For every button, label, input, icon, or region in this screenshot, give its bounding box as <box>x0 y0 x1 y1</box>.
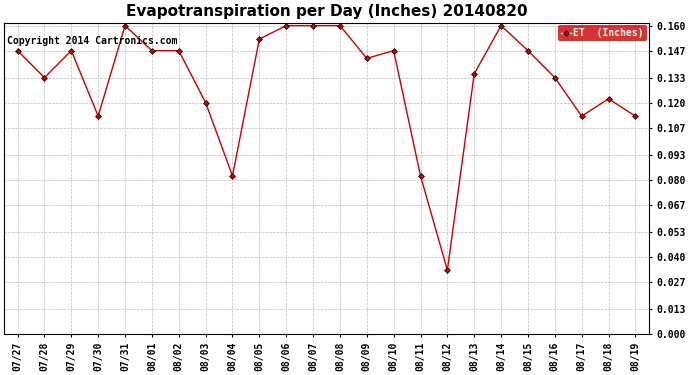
ET  (Inches) <box>14 48 22 53</box>
ET  (Inches) <box>309 23 317 28</box>
ET  (Inches) <box>228 174 237 178</box>
ET  (Inches) <box>389 48 397 53</box>
ET  (Inches) <box>604 97 613 101</box>
Text: Copyright 2014 Cartronics.com: Copyright 2014 Cartronics.com <box>8 36 178 46</box>
ET  (Inches) <box>578 114 586 118</box>
ET  (Inches) <box>255 37 264 41</box>
ET  (Inches) <box>631 114 640 118</box>
ET  (Inches) <box>551 75 559 80</box>
ET  (Inches) <box>363 56 371 61</box>
ET  (Inches) <box>121 23 129 28</box>
ET  (Inches) <box>94 114 102 118</box>
ET  (Inches) <box>282 23 290 28</box>
ET  (Inches) <box>40 75 48 80</box>
ET  (Inches) <box>148 48 156 53</box>
ET  (Inches) <box>336 23 344 28</box>
ET  (Inches) <box>524 48 532 53</box>
ET  (Inches) <box>175 48 183 53</box>
ET  (Inches) <box>470 72 478 76</box>
ET  (Inches) <box>67 48 75 53</box>
ET  (Inches) <box>416 174 424 178</box>
ET  (Inches) <box>443 268 451 273</box>
Line: ET  (Inches): ET (Inches) <box>15 24 638 272</box>
ET  (Inches) <box>201 100 210 105</box>
ET  (Inches) <box>497 23 505 28</box>
Legend: ET  (Inches): ET (Inches) <box>558 25 647 41</box>
Title: Evapotranspiration per Day (Inches) 20140820: Evapotranspiration per Day (Inches) 2014… <box>126 4 527 19</box>
